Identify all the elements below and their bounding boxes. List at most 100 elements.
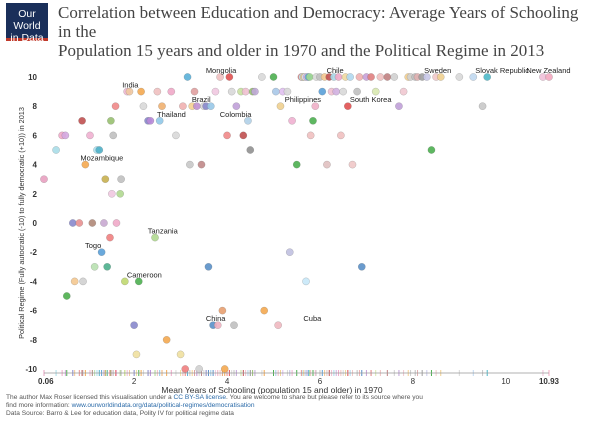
point-label: New Zealand <box>526 66 570 75</box>
point-label: China <box>206 314 226 323</box>
data-point <box>153 87 162 96</box>
x-tick-label: 6 <box>318 377 323 386</box>
data-point <box>40 175 48 184</box>
data-point <box>88 219 97 227</box>
data-point <box>130 321 138 330</box>
x-tick-label: 8 <box>411 377 416 386</box>
y-axis-label: Political Regime (Fully autocratic (-10)… <box>17 107 26 339</box>
point-label: Sweden <box>424 66 451 75</box>
data-point <box>455 73 464 81</box>
point-label: Cuba <box>303 314 322 323</box>
points-layer <box>40 73 553 373</box>
data-point <box>232 102 241 111</box>
data-point <box>61 131 70 140</box>
x-tick-label: 2 <box>132 377 137 386</box>
point-label: Brazil <box>192 95 211 104</box>
data-point <box>258 73 266 81</box>
data-point <box>197 160 206 169</box>
data-point <box>116 189 125 198</box>
logo-line-1: Our World <box>13 8 41 32</box>
data-point <box>134 277 143 286</box>
data-point <box>337 131 345 140</box>
data-point <box>176 350 185 359</box>
data-point <box>271 87 280 96</box>
point-label: Mongolia <box>206 66 237 75</box>
data-point <box>162 335 171 344</box>
point-label: India <box>122 81 139 90</box>
point-label: Thailand <box>157 110 186 119</box>
point-label: South Korea <box>350 95 393 104</box>
data-point <box>213 321 222 330</box>
point-label: Philippines <box>285 95 322 104</box>
x-tick-label: 10 <box>501 377 510 386</box>
data-point <box>62 292 71 300</box>
data-point <box>371 87 380 96</box>
x-tick-label: 0.06 <box>38 377 54 386</box>
y-tick-label: 4 <box>33 161 38 170</box>
data-point <box>146 116 155 125</box>
point-label: Cameroon <box>127 270 162 279</box>
data-point <box>285 248 294 257</box>
data-point <box>230 321 238 330</box>
point-label: Mozambique <box>80 154 123 163</box>
data-point <box>251 87 259 96</box>
data-point <box>422 73 431 81</box>
data-point <box>106 233 114 242</box>
data-point <box>306 131 315 140</box>
point-label: Tanzania <box>148 227 179 236</box>
data-point <box>367 73 375 81</box>
data-point <box>545 73 553 81</box>
data-point <box>346 73 355 81</box>
point-label: Slovak Republic <box>475 66 529 75</box>
data-point <box>220 365 229 373</box>
credits-text: find more information: <box>6 402 72 409</box>
data-point <box>190 87 199 96</box>
data-point <box>260 306 269 315</box>
data-point <box>195 365 204 373</box>
data-point <box>186 160 194 169</box>
data-point <box>120 277 129 286</box>
y-tick-label: 2 <box>33 190 38 199</box>
data-point <box>311 102 320 111</box>
credits-line-2: find more information: www.ourworldindat… <box>6 402 596 410</box>
source-link[interactable]: www.ourworldindata.org/data/political-re… <box>71 402 255 409</box>
data-point <box>86 131 94 140</box>
data-point <box>339 87 348 96</box>
license-link[interactable]: CC BY-SA license <box>173 394 227 401</box>
x-tick-label: 4 <box>225 377 230 386</box>
data-point <box>478 102 487 111</box>
data-point <box>109 131 118 140</box>
x-tick-label: 10.93 <box>539 377 560 386</box>
data-point <box>244 116 252 125</box>
data-point <box>469 73 478 81</box>
data-point <box>239 131 248 140</box>
data-point <box>292 160 301 169</box>
y-tick-label: 0 <box>33 219 38 228</box>
data-point <box>107 189 116 198</box>
data-point <box>427 146 436 154</box>
data-point <box>206 102 215 111</box>
data-point <box>68 219 77 227</box>
point-label: Chile <box>327 66 344 75</box>
data-point <box>181 365 190 373</box>
data-point <box>70 277 79 286</box>
data-point <box>305 73 314 81</box>
data-point <box>399 87 408 96</box>
y-tick-label: -6 <box>30 307 38 316</box>
y-tick-label: 8 <box>33 102 38 111</box>
data-point <box>125 87 134 96</box>
data-point <box>111 102 120 111</box>
data-point <box>183 73 192 81</box>
data-point <box>172 131 180 140</box>
data-point <box>97 248 106 257</box>
data-source: Data Source: Barro & Lee for education d… <box>6 410 234 417</box>
axes: -10 -8 -6 -4 -2 0 2 4 6 8 10 0.06 2 4 6 8 10 10.93 <box>25 73 559 386</box>
credits-text: The author Max Roser licensed this visua… <box>6 394 174 401</box>
data-point <box>309 116 317 125</box>
data-point <box>81 160 90 169</box>
data-point <box>139 102 148 111</box>
chart-title-line-1: Correlation between Education and Democr… <box>58 3 579 41</box>
data-point <box>483 73 492 81</box>
point-label: Togo <box>85 241 101 250</box>
data-point <box>302 277 310 286</box>
